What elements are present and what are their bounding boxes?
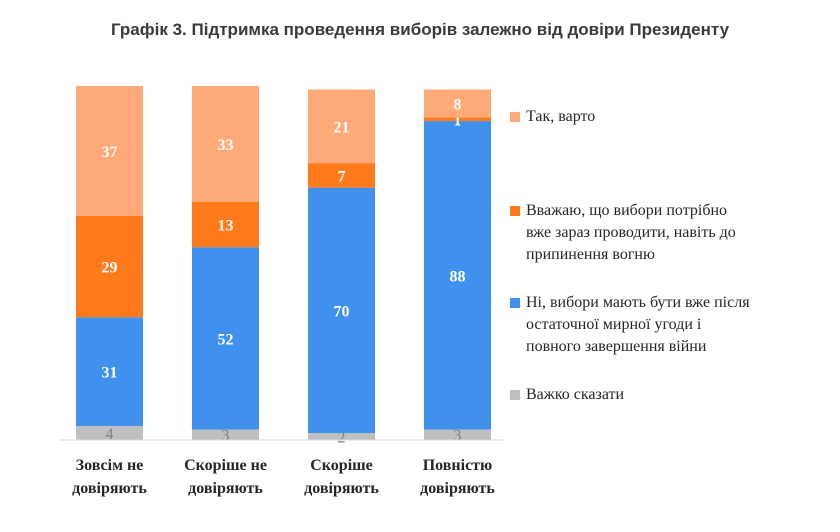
- bar-segment: [424, 429, 491, 440]
- category-label: Повністю: [423, 457, 493, 474]
- category-label: Скоріше: [310, 457, 373, 474]
- category-label: Зовсім не: [76, 457, 144, 474]
- category-label: довіряють: [72, 480, 147, 497]
- bar-segment: [192, 86, 259, 202]
- data-label: 29: [102, 260, 118, 277]
- chart-title: Графік 3. Підтримка проведення виборів з…: [110, 20, 730, 39]
- bar-segment: [76, 86, 143, 216]
- data-label: 2: [338, 430, 346, 447]
- legend-label-line: Так, варто: [526, 108, 596, 125]
- bar-segment: [308, 432, 375, 440]
- bar-segment: [192, 201, 259, 248]
- legend-swatch: [510, 112, 520, 122]
- data-label: 8: [454, 97, 462, 114]
- category-label: довіряють: [188, 480, 263, 497]
- legend-swatch: [510, 206, 520, 216]
- data-label: 37: [102, 144, 118, 161]
- legend-label: Так, варто: [526, 106, 826, 128]
- bar-segment: [308, 89, 375, 164]
- bar-segment: [76, 425, 143, 440]
- bar-segment: [308, 163, 375, 188]
- legend-label: Ні, вибори мають бути вже після остаточно…: [526, 292, 826, 358]
- data-label: 3: [222, 428, 230, 445]
- bar-segment: [424, 121, 491, 430]
- category-label: Скоріше не: [184, 457, 267, 474]
- data-label: 33: [218, 137, 234, 154]
- legend-swatch: [510, 390, 520, 400]
- category-label: довіряють: [420, 480, 495, 497]
- data-label: 52: [218, 331, 234, 348]
- category-label: довіряють: [304, 480, 379, 497]
- legend-label-line: Ні, вибори мають бути вже після: [526, 294, 750, 311]
- data-label: 13: [218, 217, 234, 234]
- data-label: 7: [338, 168, 346, 185]
- data-label: 31: [102, 365, 118, 382]
- data-label: 1: [454, 112, 462, 129]
- bar-segment: [192, 429, 259, 440]
- legend-label-line: повного завершення війни: [526, 338, 707, 355]
- bar-segment: [424, 117, 491, 122]
- legend-label-line: остаточної мирної угоди і: [526, 316, 702, 333]
- data-label: 4: [106, 426, 114, 443]
- chart-legend: Так, варто Вважаю, що вибори потрібно вже …: [510, 0, 830, 532]
- bar-segment: [308, 187, 375, 433]
- legend-label: Важко сказати: [526, 384, 826, 406]
- bar-segment: [192, 247, 259, 430]
- legend-label-line: Вважаю, що вибори потрібно: [526, 202, 728, 219]
- legend-label: Вважаю, що вибори потрібно вже зараз пров…: [526, 200, 826, 266]
- legend-label-line: припинення вогню: [526, 246, 655, 263]
- data-label: 21: [334, 119, 350, 136]
- legend-swatch: [510, 298, 520, 308]
- data-label: 70: [334, 303, 350, 320]
- bar-segment: [424, 89, 491, 118]
- bar-segment: [76, 215, 143, 318]
- data-label: 88: [450, 268, 466, 285]
- data-label: 3: [454, 428, 462, 445]
- legend-label-line: Важко сказати: [526, 386, 625, 403]
- bar-segment: [76, 317, 143, 426]
- legend-label-line: вже зараз проводити, навіть до: [526, 224, 736, 241]
